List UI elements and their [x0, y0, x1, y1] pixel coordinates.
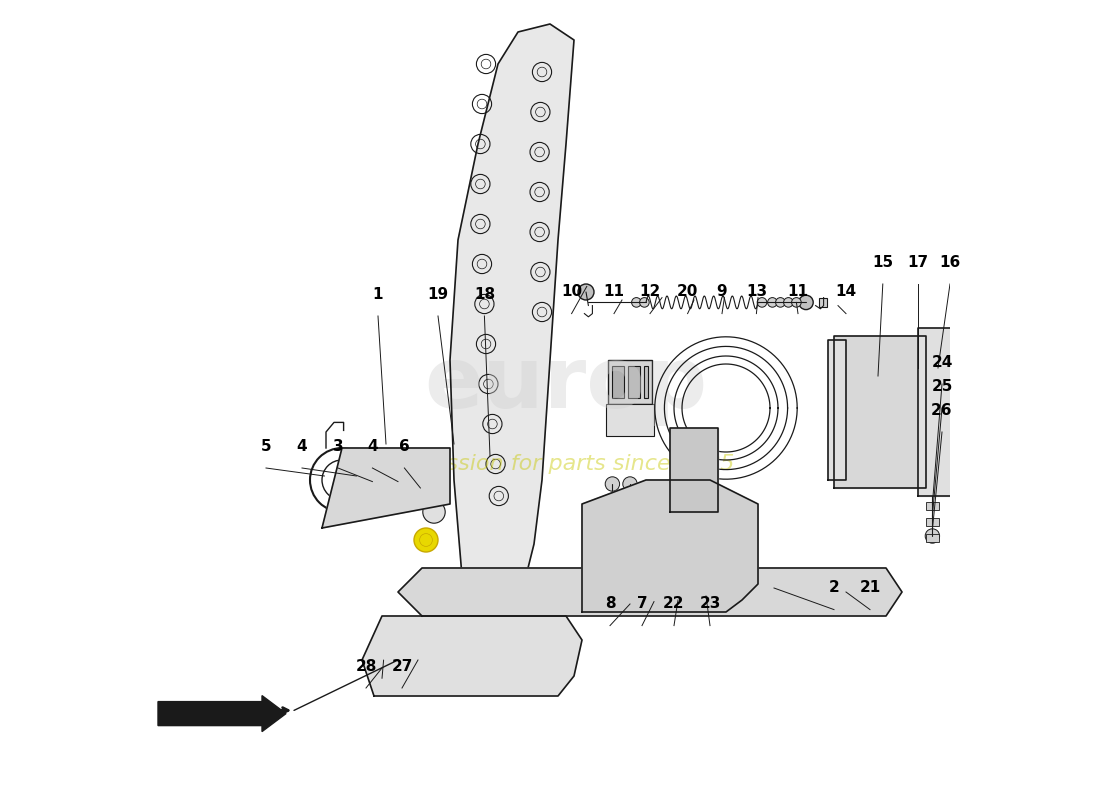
- Text: 13: 13: [746, 284, 767, 299]
- Text: 16: 16: [939, 254, 960, 270]
- Text: 28: 28: [355, 658, 376, 674]
- Circle shape: [578, 284, 594, 300]
- Circle shape: [422, 501, 446, 523]
- Text: 5: 5: [261, 438, 272, 454]
- Text: 26: 26: [932, 402, 953, 418]
- Bar: [607, 360, 651, 404]
- Circle shape: [414, 528, 438, 552]
- Bar: [628, 366, 639, 398]
- Text: 11: 11: [604, 284, 625, 299]
- Circle shape: [842, 374, 918, 450]
- Text: 6: 6: [399, 438, 410, 454]
- Bar: [818, 298, 827, 307]
- Circle shape: [792, 298, 801, 307]
- Polygon shape: [582, 480, 758, 612]
- Circle shape: [310, 448, 374, 512]
- Circle shape: [377, 654, 390, 666]
- Text: 4: 4: [297, 438, 307, 454]
- Text: 11: 11: [788, 284, 808, 299]
- Circle shape: [364, 467, 393, 496]
- Text: 1: 1: [373, 286, 383, 302]
- Text: 10: 10: [561, 284, 582, 299]
- Bar: [606, 404, 654, 436]
- Circle shape: [428, 474, 448, 494]
- Circle shape: [605, 477, 619, 491]
- Circle shape: [799, 295, 813, 310]
- Circle shape: [757, 298, 767, 307]
- Text: europ: europ: [425, 342, 707, 426]
- Bar: [926, 534, 938, 542]
- Circle shape: [623, 477, 637, 491]
- Polygon shape: [918, 328, 954, 496]
- Circle shape: [621, 592, 638, 608]
- Text: 24: 24: [932, 354, 953, 370]
- Text: 8: 8: [605, 596, 615, 611]
- Text: 15: 15: [872, 254, 893, 270]
- Bar: [926, 502, 938, 510]
- Bar: [613, 366, 624, 398]
- Text: 2: 2: [828, 580, 839, 595]
- Text: 12: 12: [639, 284, 661, 299]
- Circle shape: [925, 529, 939, 543]
- Polygon shape: [398, 568, 902, 616]
- Circle shape: [768, 298, 778, 307]
- Text: 23: 23: [700, 596, 720, 611]
- Circle shape: [663, 505, 678, 519]
- Polygon shape: [834, 336, 926, 488]
- Text: 20: 20: [676, 284, 698, 299]
- Text: 17: 17: [908, 254, 928, 270]
- Polygon shape: [670, 428, 718, 512]
- Text: 3: 3: [332, 438, 343, 454]
- Text: 7: 7: [637, 596, 647, 611]
- Text: 22: 22: [663, 596, 684, 611]
- Text: 14: 14: [835, 284, 857, 299]
- Circle shape: [642, 505, 657, 519]
- Circle shape: [783, 298, 793, 307]
- FancyArrow shape: [158, 695, 286, 731]
- Bar: [926, 518, 938, 526]
- Polygon shape: [362, 616, 582, 696]
- Circle shape: [631, 298, 641, 307]
- Text: a passion for parts since 1985: a passion for parts since 1985: [398, 454, 734, 474]
- Text: 4: 4: [367, 438, 377, 454]
- Circle shape: [852, 384, 909, 440]
- Circle shape: [776, 298, 785, 307]
- Bar: [645, 366, 648, 398]
- Text: 27: 27: [392, 658, 412, 674]
- Polygon shape: [322, 448, 450, 528]
- Text: 21: 21: [859, 580, 881, 595]
- Text: 25: 25: [932, 378, 953, 394]
- Polygon shape: [828, 340, 846, 480]
- Circle shape: [397, 467, 422, 493]
- Text: 19: 19: [428, 286, 449, 302]
- Text: 18: 18: [474, 286, 495, 302]
- Polygon shape: [450, 24, 574, 576]
- Circle shape: [639, 298, 649, 307]
- Text: 9: 9: [717, 284, 727, 299]
